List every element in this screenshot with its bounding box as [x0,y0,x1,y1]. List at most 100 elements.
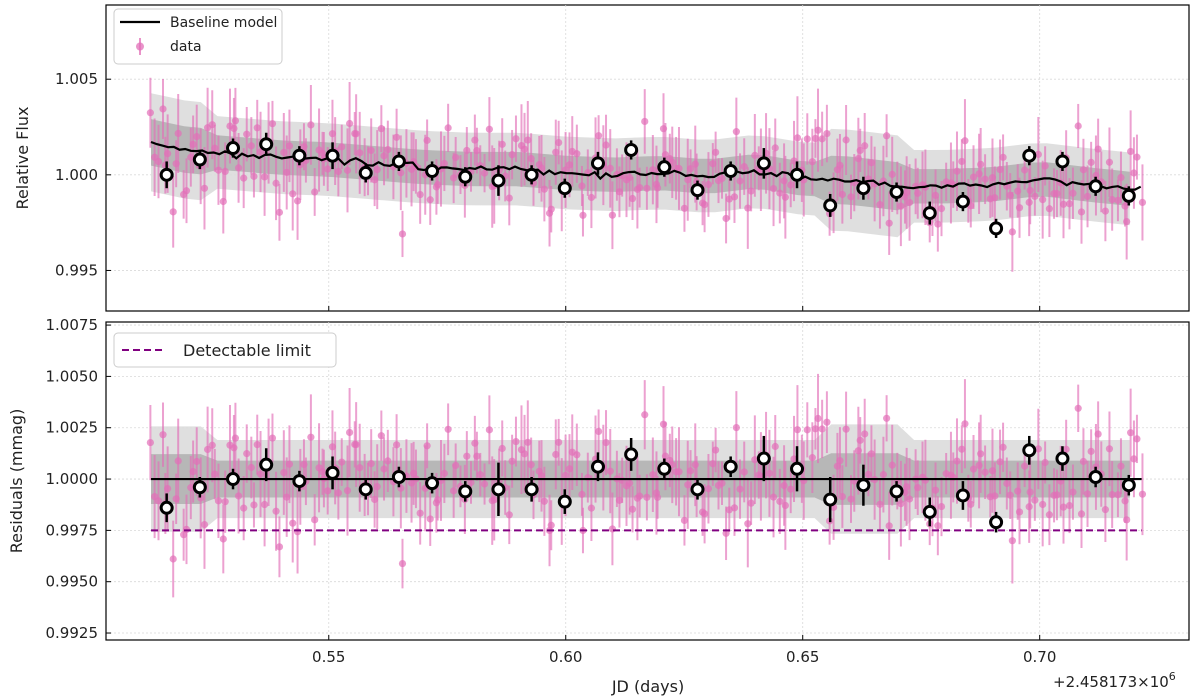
data-point [691,461,699,469]
data-point [1065,200,1074,208]
binned-point [491,173,506,188]
data-point [253,441,261,449]
binned-point [756,156,771,171]
binned-point [989,221,1004,236]
data-point [343,166,352,174]
data-point [1006,491,1014,499]
data-point [552,148,560,156]
data-point [686,467,695,475]
data-point [540,497,548,505]
data-point [977,160,985,169]
top-y-axis-label: Relative Flux [13,107,32,210]
data-point [999,153,1007,161]
binned-point [391,469,406,484]
x-offset-exponent: 6 [1169,670,1176,683]
data-point [272,507,280,515]
bottom-data-points [146,373,1147,598]
data-point [343,486,352,495]
y-tick-label: 0.9950 [46,573,99,591]
data-point [771,144,779,152]
data-point [416,509,424,517]
binned-point [823,198,838,213]
binned-point [1055,154,1070,169]
data-point [200,520,209,529]
data-point [208,441,216,449]
binned-point [292,148,307,163]
data-point [867,159,876,167]
binned-point [657,160,672,175]
data-point [885,522,893,530]
data-point [867,450,876,458]
data-point [1026,488,1034,496]
data-point [367,459,375,468]
binned-point [723,164,738,179]
data-point [193,132,201,141]
data-point [393,133,401,141]
data-point [547,205,555,213]
data-point [555,138,563,147]
binned-point [524,482,539,497]
data-point [1021,166,1029,174]
data-point [384,145,392,154]
binned-point [226,472,241,487]
data-point [247,142,255,150]
data-point [876,500,884,508]
binned-point [325,465,340,480]
data-point [700,201,709,209]
data-point [769,184,778,193]
data-point [352,130,360,138]
data-point [718,174,726,183]
data-point [856,146,864,155]
binned-point [1022,148,1037,163]
data-point [736,177,744,185]
data-point [883,132,891,140]
data-point [1127,429,1135,437]
data-point [649,166,657,174]
data-point [1069,488,1077,496]
data-point [661,452,670,460]
data-point [356,464,364,472]
data-point [905,495,914,503]
data-point [159,431,167,439]
y-tick-label: 0.9925 [46,624,99,642]
binned-point [491,482,506,497]
data-point [154,157,163,166]
binned-point [1121,478,1136,493]
data-point [473,452,481,460]
data-point [211,470,219,478]
data-point [398,559,407,568]
data-point [1114,491,1122,499]
data-point [771,442,779,451]
bottom-x-ticks: 0.55 0.60 0.65 0.70 [312,635,1056,666]
data-point [1083,192,1092,200]
data-point [520,145,529,153]
binned-point [1088,179,1103,194]
data-point [1079,166,1088,174]
data-point [444,425,452,433]
data-point [440,159,448,168]
binned-point [823,492,838,507]
data-point [680,204,689,212]
data-point [636,492,644,500]
data-point [608,525,617,533]
binned-point [690,482,705,497]
data-point [485,125,493,133]
data-point [686,165,695,173]
data-point [747,187,755,195]
y-tick-label: 0.9975 [46,521,99,539]
data-point [712,446,720,454]
bottom-panel: 0.9925 0.9950 0.9975 1.0000 1.0025 1.0050 1.00… [7,316,1190,696]
data-point [787,485,795,493]
data-point [324,165,332,173]
data-point [937,502,946,511]
data-point [1015,204,1024,212]
data-point [579,211,587,219]
data-point [380,152,388,160]
data-point [641,411,649,419]
data-point [311,188,319,196]
data-point [373,483,381,491]
data-point [508,457,516,465]
data-point [289,190,297,198]
data-point [958,157,966,166]
binned-point [458,169,473,184]
